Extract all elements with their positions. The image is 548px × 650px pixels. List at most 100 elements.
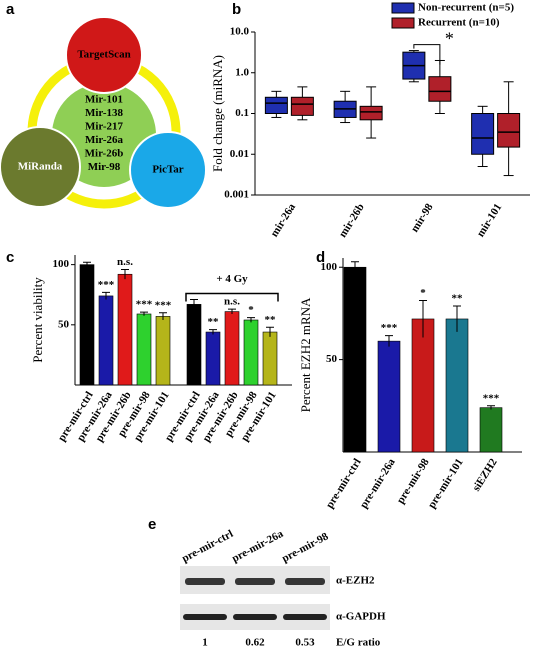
x-tick-label: mir-98 (409, 201, 436, 234)
venn-label: PicTar (152, 164, 183, 176)
bar (205, 331, 221, 386)
significance: *** (98, 279, 115, 291)
y-axis-label: Percent viability (30, 277, 45, 363)
error-bar (228, 308, 236, 314)
error-bar (453, 305, 461, 332)
box (428, 76, 452, 102)
bar (445, 318, 469, 453)
significance: *** (136, 299, 153, 311)
venn-label: TargetScan (77, 49, 130, 61)
significance: ** (208, 316, 220, 328)
box (471, 113, 495, 155)
significance: *** (381, 322, 398, 334)
x-tick-label: mir-101 (475, 202, 505, 240)
panel-label: a (6, 1, 15, 18)
error-bar (419, 299, 427, 338)
y-axis-label: Fold change (miRNA) (210, 55, 225, 172)
x-tick-label: mir-26b (337, 202, 367, 240)
bar (186, 304, 202, 386)
venn-item: Mir-26b (85, 148, 124, 160)
venn-item: Mir-217 (85, 121, 124, 133)
error-bar (102, 291, 110, 300)
error-bar (121, 268, 129, 280)
band-label: α-GAPDH (336, 611, 386, 623)
x-tick-label: pre-mir-26a (358, 456, 398, 510)
box (359, 105, 383, 121)
legend-swatch (391, 17, 415, 29)
ratio: 0.62 (245, 637, 265, 649)
x-tick-label: pre-mir-101 (426, 457, 466, 511)
panel-label: e (148, 516, 156, 533)
error-bar (247, 317, 255, 323)
panel-label: d (316, 249, 325, 266)
bar (343, 266, 367, 453)
annotation: + 4 Gy (216, 273, 248, 285)
venn-item: Mir-101 (85, 94, 123, 106)
panel-label: b (232, 1, 241, 18)
band (185, 578, 225, 585)
error-bar (385, 335, 393, 347)
bar (136, 313, 152, 386)
y-tick-label: 0.01 (230, 148, 249, 160)
bar (377, 340, 401, 453)
y-tick-label: 50 (326, 353, 338, 365)
significance: ** (265, 314, 277, 326)
significance: * (420, 287, 426, 299)
bracket (413, 44, 441, 65)
lane-label: pre-mir-26a (230, 528, 286, 565)
error-bar (159, 312, 167, 320)
bar (155, 316, 171, 386)
venn: TargetScan MiRanda PicTar (0, 16, 207, 209)
error-bar (487, 405, 495, 410)
band-label: α-EZH2 (336, 575, 375, 587)
y-tick-label: 0.1 (235, 107, 249, 119)
x-tick-label: mir-26a (268, 201, 298, 239)
ratio-label: E/G ratio (336, 637, 381, 649)
legend-label: Non-recurrent (n=5) (418, 2, 514, 14)
significance: n.s. (117, 256, 133, 268)
venn-item: Mir-98 (88, 161, 121, 173)
error-bar (351, 261, 359, 273)
band (183, 614, 227, 620)
box (290, 96, 314, 116)
y-tick-label: 50 (58, 318, 70, 330)
ratio: 1 (202, 637, 208, 649)
blot (180, 566, 330, 630)
bar (262, 331, 278, 386)
bar (79, 264, 95, 386)
box (264, 96, 288, 114)
error-bar (266, 326, 274, 337)
legend-label: Recurrent (n=10) (418, 17, 500, 29)
box (497, 113, 521, 148)
bar (243, 319, 259, 386)
bar (224, 311, 240, 386)
significance: *** (483, 392, 500, 404)
band (283, 614, 327, 620)
band (233, 614, 277, 620)
significance: * (248, 304, 254, 316)
lane-label: pre-mir-98 (280, 530, 331, 565)
significance: *** (155, 299, 172, 311)
bracket (185, 292, 279, 302)
y-tick-label: 100 (53, 258, 70, 270)
band (235, 578, 275, 585)
bar (411, 318, 435, 453)
annotation: * (445, 29, 454, 49)
y-axis-label: Percent EZH2 mRNA (298, 297, 313, 412)
error-bar (140, 311, 148, 316)
panel-label: c (6, 249, 14, 266)
significance: ** (452, 293, 464, 305)
y-tick-label: 1.0 (235, 66, 249, 78)
y-tick-label: 100 (321, 261, 338, 273)
y-tick-label: 0.001 (224, 189, 249, 201)
y-tick-label: 10.0 (230, 26, 250, 38)
significance: n.s. (224, 296, 240, 308)
error-bar (209, 329, 217, 335)
venn-label: MiRanda (18, 161, 63, 173)
x-tick-label: siEZH2 (470, 456, 500, 493)
band (285, 578, 325, 585)
error-bar (83, 261, 91, 268)
bar (98, 295, 114, 386)
legend-swatch (391, 2, 415, 14)
